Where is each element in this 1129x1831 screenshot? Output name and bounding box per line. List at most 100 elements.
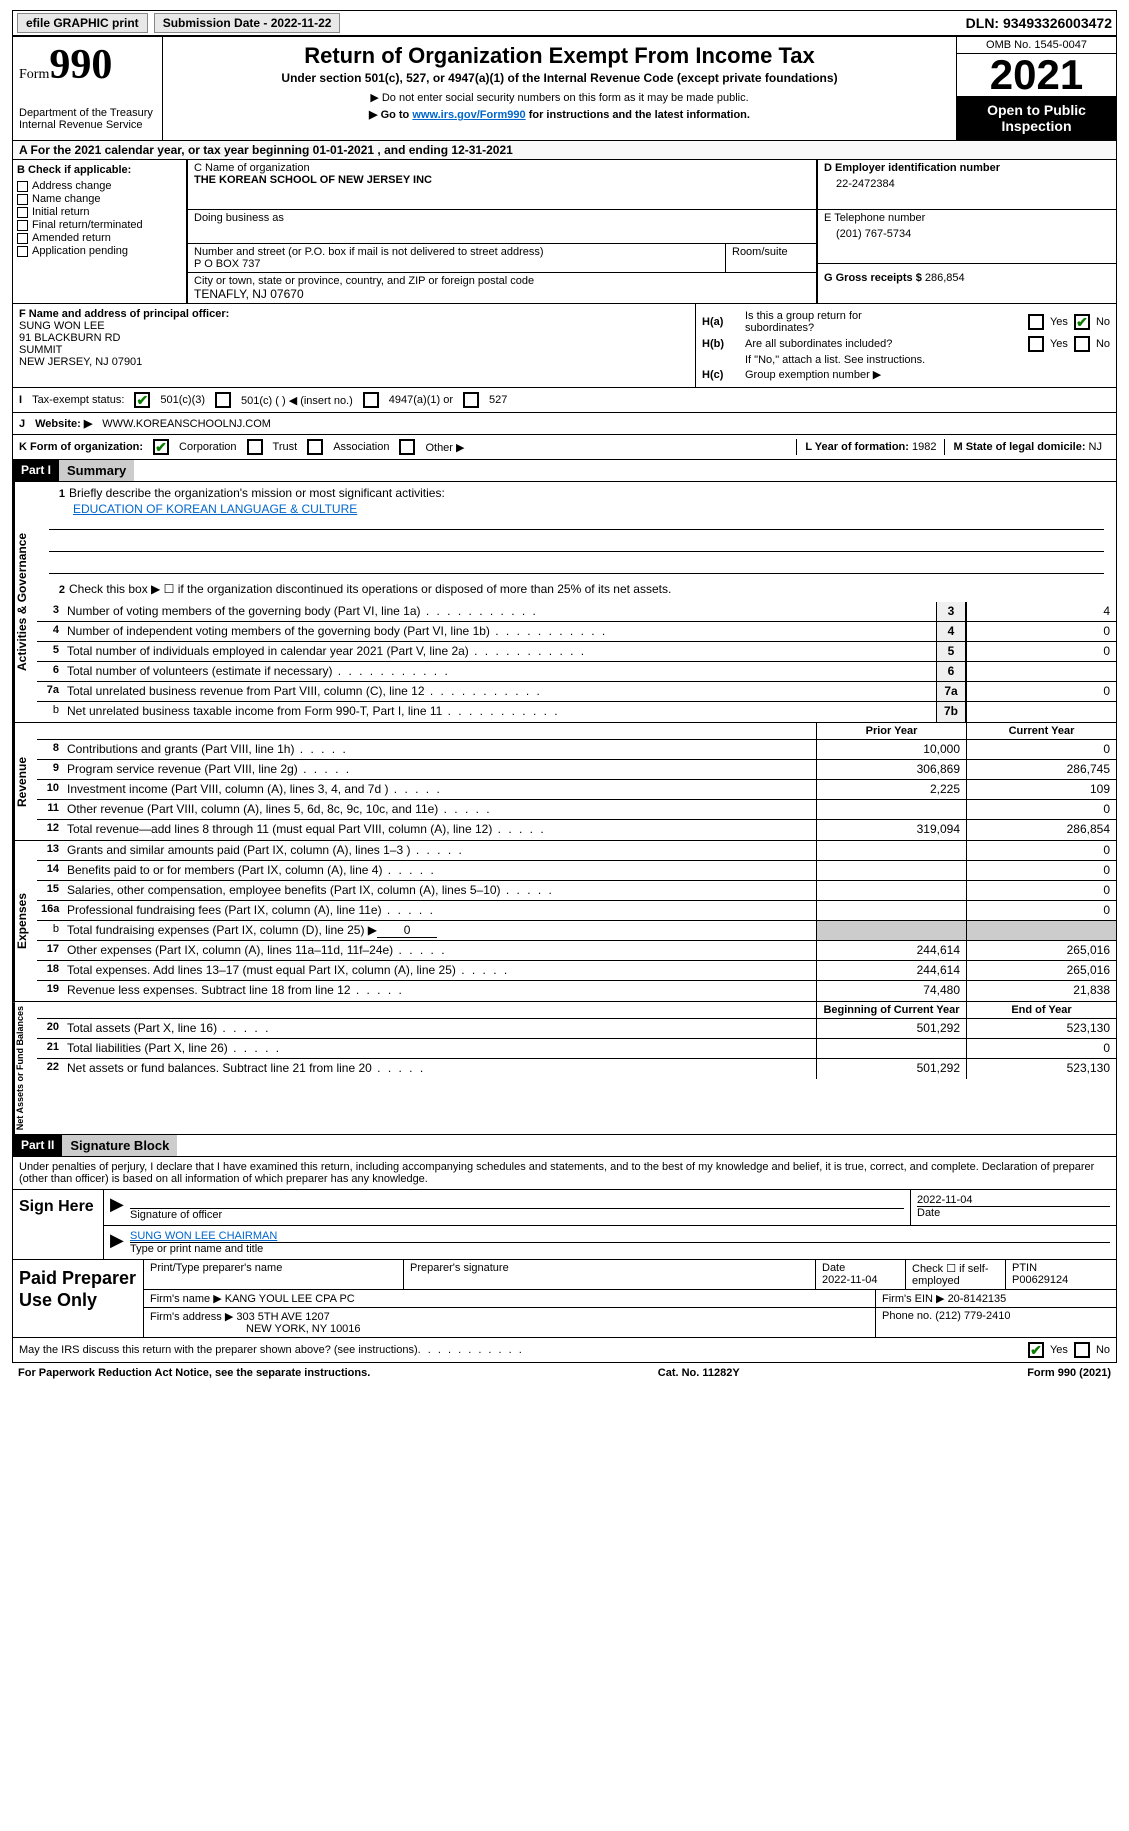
part1-netassets: Net Assets or Fund Balances Beginning of… — [12, 1002, 1117, 1135]
section-fh: F Name and address of principal officer:… — [12, 304, 1117, 388]
phone: (201) 767-5734 — [824, 224, 1110, 240]
submission-date: 2022-11-22 — [271, 16, 332, 30]
summary-line: 12 Total revenue—add lines 8 through 11 … — [37, 820, 1116, 840]
cat-no: Cat. No. 11282Y — [658, 1367, 740, 1379]
org-name: THE KOREAN SCHOOL OF NEW JERSEY INC — [194, 174, 810, 186]
summary-line: 4 Number of independent voting members o… — [37, 622, 1116, 642]
part1-revenue: Revenue Prior Year Current Year 8 Contri… — [12, 723, 1117, 841]
form-number: 990 — [49, 42, 112, 88]
year-formation: 1982 — [912, 441, 936, 453]
ha-yes[interactable] — [1028, 314, 1044, 330]
chk-527[interactable] — [463, 392, 479, 408]
section-f: F Name and address of principal officer:… — [13, 304, 696, 387]
summary-line: 8 Contributions and grants (Part VIII, l… — [37, 740, 1116, 760]
summary-line: 10 Investment income (Part VIII, column … — [37, 780, 1116, 800]
summary-line: 3 Number of voting members of the govern… — [37, 602, 1116, 622]
chk-address-change[interactable] — [17, 181, 28, 192]
form-990-page: efile GRAPHIC print Submission Date - 20… — [0, 0, 1129, 1383]
chk-4947[interactable] — [363, 392, 379, 408]
discuss-row: May the IRS discuss this return with the… — [12, 1338, 1117, 1363]
chk-name-change[interactable] — [17, 194, 28, 205]
summary-line: 5 Total number of individuals employed i… — [37, 642, 1116, 662]
hb-yes[interactable] — [1028, 336, 1044, 352]
summary-line: 21 Total liabilities (Part X, line 26) 0 — [37, 1039, 1116, 1059]
chk-501c[interactable] — [215, 392, 231, 408]
summary-line: 14 Benefits paid to or for members (Part… — [37, 861, 1116, 881]
firm-ein: 20-8142135 — [948, 1293, 1007, 1305]
section-k: K Form of organization: Corporation Trus… — [12, 435, 1117, 460]
signer-name: SUNG WON LEE CHAIRMAN — [130, 1230, 1110, 1242]
info-block: B Check if applicable: Address change Na… — [12, 160, 1117, 304]
firm-addr1: 303 5TH AVE 1207 — [236, 1311, 329, 1323]
submission-label: Submission Date - — [163, 16, 271, 30]
note-link: ▶ Go to www.irs.gov/Form990 for instruct… — [169, 108, 950, 121]
form-word: Form — [19, 67, 49, 82]
chk-other[interactable] — [399, 439, 415, 455]
form-header: Form990 Department of the Treasury Inter… — [12, 37, 1117, 141]
paid-preparer-block: Paid Preparer Use Only Print/Type prepar… — [12, 1260, 1117, 1338]
efile-button[interactable]: efile GRAPHIC print — [17, 13, 148, 33]
summary-line: b Net unrelated business taxable income … — [37, 702, 1116, 722]
summary-line: 7a Total unrelated business revenue from… — [37, 682, 1116, 702]
summary-line: 18 Total expenses. Add lines 13–17 (must… — [37, 961, 1116, 981]
summary-line: 16a Professional fundraising fees (Part … — [37, 901, 1116, 921]
page-footer: For Paperwork Reduction Act Notice, see … — [12, 1363, 1117, 1383]
section-h: H(a) Is this a group return forsubordina… — [696, 304, 1116, 387]
form-subtitle: Under section 501(c), 527, or 4947(a)(1)… — [169, 71, 950, 85]
mission-text: EDUCATION OF KOREAN LANGUAGE & CULTURE — [43, 502, 1110, 516]
sig-date: 2022-11-04 — [917, 1194, 1110, 1206]
summary-line: 22 Net assets or fund balances. Subtract… — [37, 1059, 1116, 1079]
section-c: C Name of organization THE KOREAN SCHOOL… — [188, 160, 816, 303]
discuss-yes[interactable] — [1028, 1342, 1044, 1358]
summary-line: 20 Total assets (Part X, line 16) 501,29… — [37, 1019, 1116, 1039]
ha-no[interactable] — [1074, 314, 1090, 330]
officer-addr1: 91 BLACKBURN RD — [19, 332, 689, 344]
officer-name: SUNG WON LEE — [19, 320, 689, 332]
section-deg: D Employer identification number 22-2472… — [816, 160, 1116, 303]
chk-trust[interactable] — [247, 439, 263, 455]
gross-receipts: 286,854 — [925, 272, 965, 284]
section-a: A For the 2021 calendar year, or tax yea… — [12, 141, 1117, 160]
firm-phone: (212) 779-2410 — [935, 1310, 1010, 1322]
ein: 22-2472384 — [824, 174, 1110, 190]
top-bar: efile GRAPHIC print Submission Date - 20… — [12, 10, 1117, 37]
chk-501c3[interactable] — [134, 392, 150, 408]
room-suite: Room/suite — [726, 244, 816, 272]
prep-date: 2022-11-04 — [822, 1274, 877, 1286]
discuss-no[interactable] — [1074, 1342, 1090, 1358]
officer-addr3: NEW JERSEY, NJ 07901 — [19, 356, 689, 368]
part1-header: Part I Summary — [12, 460, 1117, 482]
firm-addr2: NEW YORK, NY 10016 — [150, 1323, 869, 1335]
summary-line: 13 Grants and similar amounts paid (Part… — [37, 841, 1116, 861]
submission-date-button[interactable]: Submission Date - 2022-11-22 — [154, 13, 341, 33]
chk-assoc[interactable] — [307, 439, 323, 455]
irs-label: Internal Revenue Service — [19, 119, 156, 131]
chk-amended[interactable] — [17, 233, 28, 244]
open-inspection: Open to Public Inspection — [957, 96, 1116, 140]
part1-expenses: Expenses 13 Grants and similar amounts p… — [12, 841, 1117, 1002]
dln: DLN: 93493326003472 — [966, 15, 1112, 31]
section-b: B Check if applicable: Address change Na… — [13, 160, 188, 303]
state-domicile: NJ — [1089, 441, 1102, 453]
sign-here-block: Sign Here ▶ Signature of officer 2022-11… — [12, 1190, 1117, 1260]
note-ssn: ▶ Do not enter social security numbers o… — [169, 91, 950, 104]
summary-line: 19 Revenue less expenses. Subtract line … — [37, 981, 1116, 1001]
chk-initial-return[interactable] — [17, 207, 28, 218]
chk-final-return[interactable] — [17, 220, 28, 231]
form-title: Return of Organization Exempt From Incom… — [169, 41, 950, 71]
irs-link[interactable]: www.irs.gov/Form990 — [412, 109, 525, 121]
org-city: TENAFLY, NJ 07670 — [194, 287, 810, 301]
hb-no[interactable] — [1074, 336, 1090, 352]
ptin: P00629124 — [1012, 1274, 1068, 1286]
summary-line: 6 Total number of volunteers (estimate i… — [37, 662, 1116, 682]
chk-app-pending[interactable] — [17, 246, 28, 257]
org-address: P O BOX 737 — [194, 258, 719, 270]
part1-governance: Activities & Governance 1Briefly describ… — [12, 482, 1117, 723]
website: WWW.KOREANSCHOOLNJ.COM — [102, 418, 271, 430]
section-i: I Tax-exempt status: 501(c)(3) 501(c) ( … — [12, 388, 1117, 413]
arrow-icon: ▶ — [110, 1230, 130, 1255]
summary-line: 15 Salaries, other compensation, employe… — [37, 881, 1116, 901]
officer-addr2: SUMMIT — [19, 344, 689, 356]
chk-corp[interactable] — [153, 439, 169, 455]
summary-line: b Total fundraising expenses (Part IX, c… — [37, 921, 1116, 941]
